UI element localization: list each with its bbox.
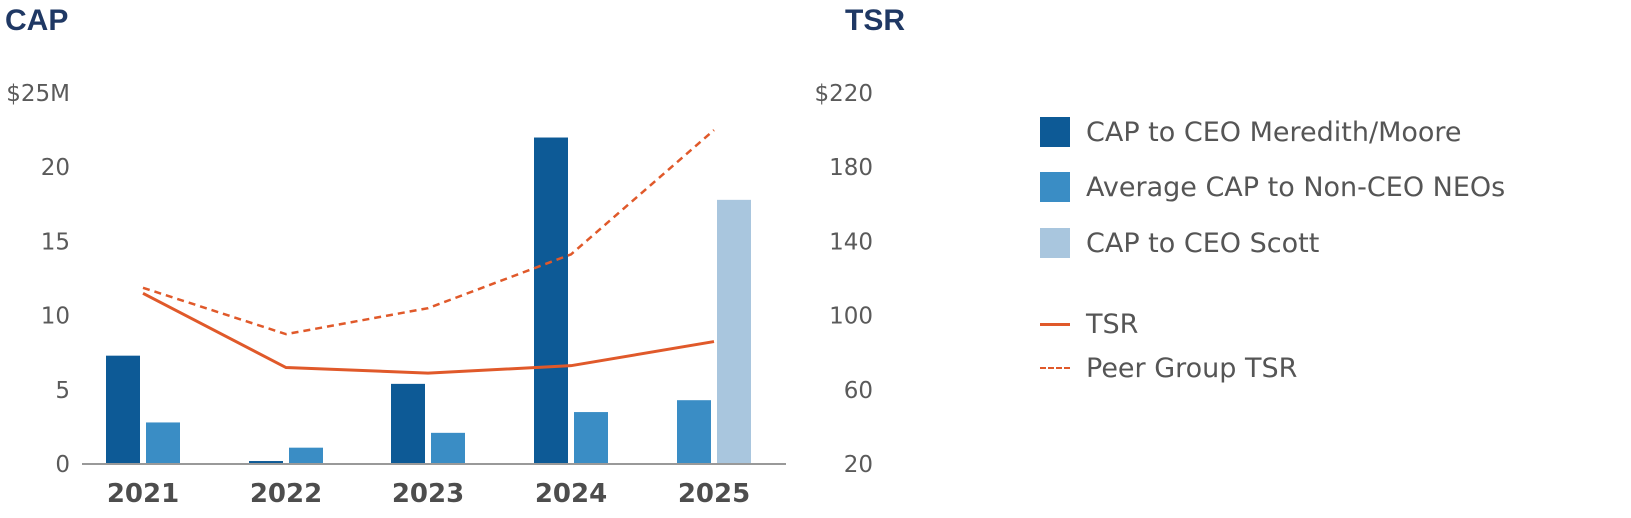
- legend-item-4: Peer Group TSR: [1040, 348, 1297, 388]
- legend-item-1: Average CAP to Non-CEO NEOs: [1040, 167, 1505, 207]
- bar-2024-0: [534, 137, 568, 464]
- peer-group-tsr-line: [142, 129, 715, 336]
- right-axis-title: TSR: [845, 4, 905, 37]
- category-label-2024: 2024: [535, 479, 607, 509]
- category-label-2025: 2025: [678, 479, 750, 509]
- bar-2025-2: [717, 199, 751, 464]
- category-label-2023: 2023: [392, 479, 464, 509]
- x-axis-categories: 2021 2022 2023 2024 2025: [107, 479, 750, 509]
- bar-2025-1: [677, 400, 711, 464]
- bar-2023-0: [391, 383, 425, 464]
- legend-line: [1040, 367, 1070, 369]
- bar-series: [106, 137, 751, 464]
- left-tick-label: 15: [41, 229, 70, 255]
- left-tick-label: 20: [41, 155, 70, 181]
- category-label-2022: 2022: [250, 479, 322, 509]
- right-tick-label: 20: [844, 452, 873, 478]
- legend-item-2: CAP to CEO Scott: [1040, 223, 1319, 263]
- legend-label: CAP to CEO Meredith/Moore: [1086, 116, 1462, 148]
- left-tick-label: 5: [55, 378, 70, 404]
- bar-2024-1: [574, 412, 608, 464]
- bar-2021-0: [106, 355, 140, 464]
- left-tick-label: 0: [55, 452, 70, 478]
- left-tick-label: $25M: [6, 81, 70, 107]
- right-tick-label: 100: [829, 304, 873, 330]
- bar-2023-1: [431, 432, 465, 464]
- category-label-2021: 2021: [107, 479, 179, 509]
- legend-label: CAP to CEO Scott: [1086, 227, 1320, 259]
- bar-2022-0: [249, 461, 283, 464]
- left-axis-title: CAP: [5, 4, 68, 37]
- right-tick-label: 60: [844, 378, 873, 404]
- legend-swatch: [1040, 117, 1070, 147]
- legend-label: Peer Group TSR: [1086, 352, 1298, 384]
- legend-label: Average CAP to Non-CEO NEOs: [1086, 171, 1506, 203]
- line-series: [142, 129, 715, 375]
- legend-label: TSR: [1086, 308, 1139, 340]
- right-axis-ticks: 20 60 100 140 180 $220: [814, 81, 873, 478]
- legend-swatch: [1040, 172, 1070, 202]
- legend-item-0: CAP to CEO Meredith/Moore: [1040, 112, 1462, 152]
- bar-2022-1: [289, 447, 323, 464]
- right-tick-label: $220: [814, 81, 873, 107]
- bar-2021-1: [146, 422, 180, 464]
- right-tick-label: 140: [829, 229, 873, 255]
- left-axis-ticks: 0 5 10 15 20 $25M: [6, 81, 70, 478]
- left-tick-label: 10: [41, 304, 70, 330]
- legend-swatch: [1040, 228, 1070, 258]
- legend-line: [1040, 322, 1070, 326]
- tsr-line: [142, 292, 715, 375]
- right-tick-label: 180: [829, 155, 873, 181]
- legend-item-3: TSR: [1040, 304, 1138, 344]
